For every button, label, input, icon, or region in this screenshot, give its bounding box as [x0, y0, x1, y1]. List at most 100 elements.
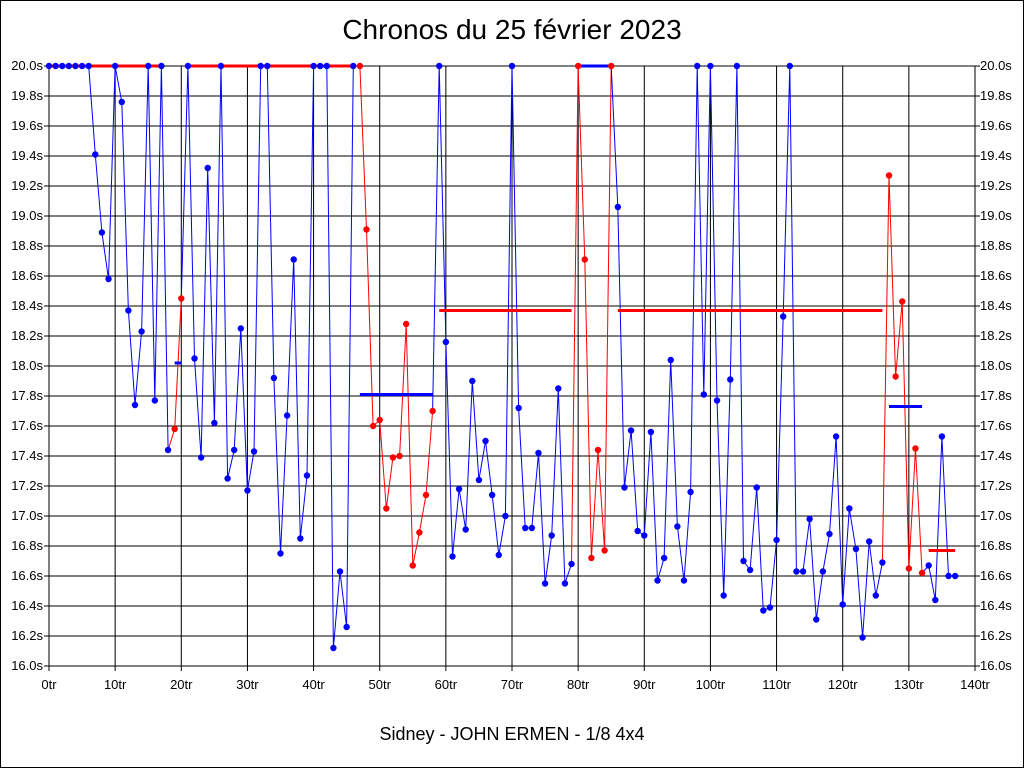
data-point — [932, 596, 939, 604]
data-point — [555, 385, 562, 392]
data-point — [819, 568, 827, 575]
data-point — [826, 530, 833, 538]
data-point — [396, 452, 403, 460]
data-point — [508, 62, 516, 70]
data-point — [264, 62, 271, 70]
y-tick-label-right: 17.6s — [980, 418, 1012, 433]
y-tick-label-right: 17.4s — [980, 448, 1012, 463]
data-point — [350, 62, 357, 70]
data-point — [118, 98, 125, 106]
x-tick-label: 110tr — [762, 677, 791, 692]
data-point — [885, 172, 893, 179]
series-line — [353, 65, 434, 566]
x-tick-label: 120tr — [828, 677, 858, 692]
data-point — [237, 325, 245, 332]
data-point — [455, 485, 463, 493]
y-tick-label-right: 18.6s — [980, 268, 1012, 283]
data-point — [105, 275, 112, 283]
data-point — [290, 256, 297, 263]
data-point — [627, 427, 635, 434]
y-tick-label-right: 19.0s — [980, 208, 1012, 223]
y-tick-label-left: 19.6s — [11, 118, 43, 133]
data-point — [65, 62, 73, 70]
data-point — [59, 62, 66, 70]
y-tick-label-left: 18.4s — [11, 298, 43, 313]
data-point — [462, 526, 469, 533]
data-point — [879, 559, 886, 566]
data-point — [151, 397, 159, 404]
x-tick-label: 140tr — [960, 677, 990, 692]
y-tick-label-left: 16.8s — [11, 538, 43, 553]
y-tick-label-left: 17.0s — [11, 508, 43, 523]
data-point — [469, 377, 476, 385]
data-point — [799, 568, 807, 575]
data-point — [951, 572, 959, 580]
data-point — [515, 404, 522, 412]
data-point — [588, 554, 595, 562]
x-tick-label: 10tr — [104, 677, 127, 692]
data-point — [528, 524, 536, 532]
data-point — [813, 616, 820, 623]
data-point — [707, 62, 714, 70]
data-point — [535, 449, 542, 457]
data-point — [872, 592, 879, 599]
data-point — [694, 62, 701, 70]
y-tick-label-right: 19.4s — [980, 148, 1012, 163]
data-point — [832, 433, 840, 440]
data-point — [746, 566, 754, 574]
data-point — [98, 229, 106, 236]
data-point — [356, 62, 364, 70]
data-point — [436, 62, 443, 70]
data-point — [191, 355, 198, 362]
y-tick-label-left: 17.4s — [11, 448, 43, 463]
data-point — [641, 532, 648, 539]
data-point — [601, 547, 608, 554]
data-point — [138, 328, 145, 335]
data-point — [244, 487, 251, 494]
data-point — [945, 572, 952, 580]
data-point — [376, 416, 383, 424]
data-point — [158, 62, 165, 70]
data-point — [720, 592, 727, 599]
series-line — [571, 65, 612, 565]
x-tick-label: 30tr — [236, 677, 259, 692]
data-point — [740, 557, 747, 565]
y-tick-label-right: 18.0s — [980, 358, 1012, 373]
data-point — [402, 320, 410, 328]
data-point — [865, 538, 873, 545]
data-point — [753, 484, 760, 491]
data-point — [422, 491, 430, 499]
y-tick-label-right: 16.4s — [980, 598, 1012, 613]
y-tick-label-left: 17.6s — [11, 418, 43, 433]
data-point — [773, 536, 780, 544]
y-tick-label-left: 19.0s — [11, 208, 43, 223]
data-point — [277, 550, 284, 557]
y-tick-label-right: 20.0s — [980, 58, 1012, 73]
x-tick-label: 70tr — [501, 677, 524, 692]
data-point — [72, 62, 79, 70]
data-point — [125, 307, 132, 314]
data-point — [270, 374, 278, 382]
data-point — [178, 295, 185, 302]
y-tick-label-right: 16.6s — [980, 568, 1012, 583]
data-point — [217, 62, 225, 70]
data-point — [171, 425, 178, 433]
data-point — [131, 401, 139, 409]
x-tick-label: 20tr — [170, 677, 193, 692]
data-point — [793, 568, 800, 575]
data-point — [316, 62, 324, 70]
y-tick-label-right: 18.4s — [980, 298, 1012, 313]
y-tick-label-right: 16.2s — [980, 628, 1012, 643]
data-point — [548, 532, 555, 539]
data-point — [892, 373, 899, 380]
data-point — [409, 562, 416, 569]
x-tick-label: 130tr — [894, 677, 924, 692]
y-tick-label-right: 17.0s — [980, 508, 1012, 523]
data-point — [925, 562, 932, 569]
data-point — [733, 62, 741, 70]
y-tick-label-right: 19.6s — [980, 118, 1012, 133]
data-point — [687, 488, 694, 496]
data-point — [257, 62, 264, 70]
data-point — [614, 203, 622, 211]
